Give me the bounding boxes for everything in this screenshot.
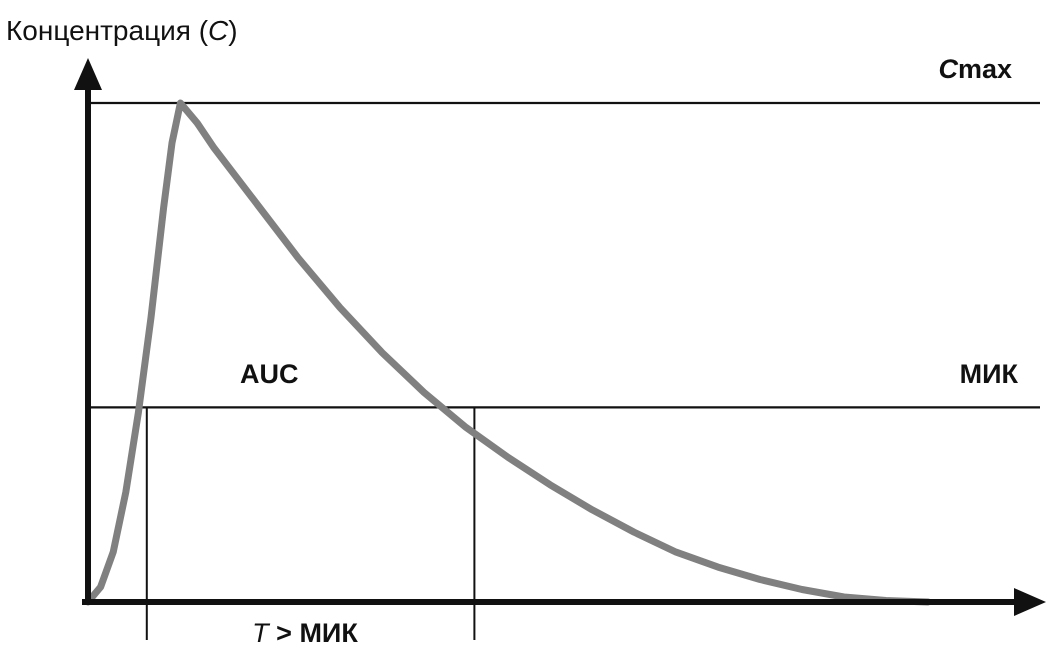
time-above-mic-label: T > МИК <box>252 618 358 648</box>
cmax-label: Cmax <box>938 54 1012 84</box>
y-axis-arrowhead <box>74 58 102 90</box>
concentration-curve <box>84 99 932 606</box>
mic-label: МИК <box>960 359 1019 389</box>
x-axis-arrowhead <box>1014 588 1046 616</box>
y-axis-label: Концентрация (C) <box>6 15 238 46</box>
auc-label: AUC <box>240 359 299 389</box>
